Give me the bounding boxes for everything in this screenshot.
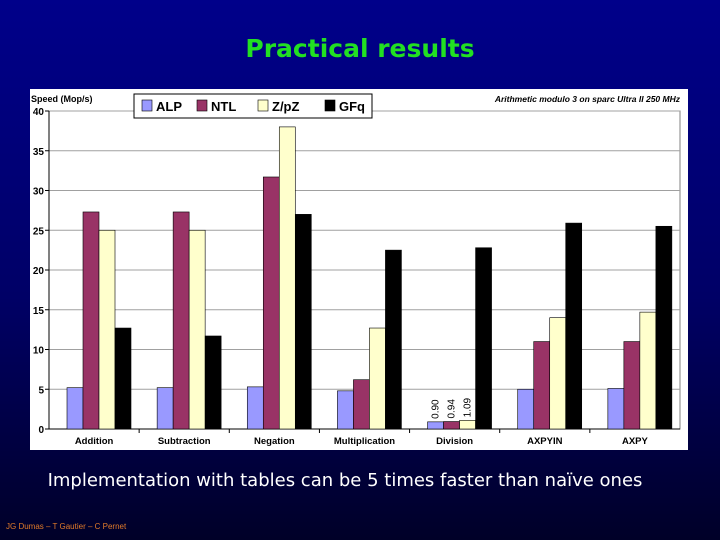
x-tick-label: Division — [436, 436, 473, 447]
x-tick-label: Subtraction — [158, 436, 211, 447]
bar-ntl-negation — [262, 176, 280, 430]
bar-chart: 0 5 10 15 20 25 30 35 40 Addition Subtraction Negat… — [31, 93, 681, 447]
slide-caption: Implementation with tables can be 5 time… — [47, 470, 643, 491]
data-label: 0.94 — [447, 399, 458, 419]
bar-ntl-multiplication — [353, 379, 370, 430]
data-label: 1.09 — [463, 397, 474, 417]
bar-ntl-addition — [82, 211, 100, 430]
y-tick-label: 0 — [38, 425, 44, 436]
bar-z-pz-subtraction — [188, 229, 206, 430]
legend-swatch — [141, 99, 153, 112]
x-tick-label: Negation — [254, 436, 295, 447]
bar-alp-axpy — [607, 388, 625, 430]
x-tick-label: AXPYIN — [527, 436, 563, 447]
bar-z-pz-addition — [98, 229, 116, 430]
y-tick-label: 10 — [33, 346, 45, 357]
bar-alp-division — [427, 421, 444, 430]
slide-title: Practical results — [245, 34, 475, 63]
bar-z-pz-negation — [278, 126, 296, 430]
bar-gfq-subtraction — [204, 335, 222, 430]
bar-alp-negation — [246, 386, 264, 430]
bar-alp-axpyin — [517, 388, 535, 430]
x-tick-label: AXPY — [622, 436, 649, 447]
bar-ntl-subtraction — [172, 211, 190, 430]
legend-swatch — [257, 99, 269, 112]
y-tick-label: 15 — [33, 306, 45, 317]
bar-alp-subtraction — [156, 387, 174, 430]
bar-gfq-division — [475, 247, 492, 430]
y-tick-label: 5 — [38, 385, 44, 396]
bar-alp-addition — [66, 387, 84, 430]
bar-gfq-addition — [114, 327, 132, 430]
chart-panel: 0 5 10 15 20 25 30 35 40 Addition Subtraction Negat… — [30, 89, 688, 450]
bar-z-pz-division — [459, 420, 476, 430]
y-tick-label: 35 — [33, 147, 45, 158]
bar-gfq-axpyin — [565, 222, 583, 430]
data-label: 0.90 — [431, 399, 442, 419]
y-tick-label: 20 — [33, 266, 45, 277]
chart-title: Arithmetic modulo 3 on sparc Ultra II 25… — [494, 94, 681, 104]
slide-footer: JG Dumas – T Gautier – C Pernet — [6, 522, 127, 531]
bar-z-pz-axpy — [639, 311, 657, 430]
legend-label: ALP — [156, 99, 182, 114]
legend-label: Z/pZ — [272, 99, 299, 114]
y-tick-label: 40 — [33, 107, 45, 118]
y-axis-label: Speed (Mop/s) — [31, 94, 93, 104]
y-tick-label: 30 — [33, 187, 45, 198]
bar-ntl-axpy — [623, 341, 641, 430]
legend-label: NTL — [211, 99, 236, 114]
bar-z-pz-axpyin — [549, 317, 567, 430]
bar-alp-multiplication — [337, 390, 354, 430]
legend-swatch — [196, 99, 208, 112]
bar-gfq-axpy — [655, 225, 673, 430]
x-tick-label: Multiplication — [334, 436, 395, 447]
bar-z-pz-multiplication — [369, 327, 386, 430]
legend-label: GFq — [339, 99, 365, 114]
legend-swatch — [324, 99, 336, 112]
x-tick-label: Addition — [75, 436, 114, 447]
bar-ntl-axpyin — [533, 341, 551, 430]
bar-gfq-multiplication — [385, 249, 402, 430]
y-tick-label: 25 — [33, 226, 45, 237]
bar-ntl-division — [443, 421, 460, 430]
bar-gfq-negation — [294, 214, 312, 430]
legend — [133, 93, 373, 119]
